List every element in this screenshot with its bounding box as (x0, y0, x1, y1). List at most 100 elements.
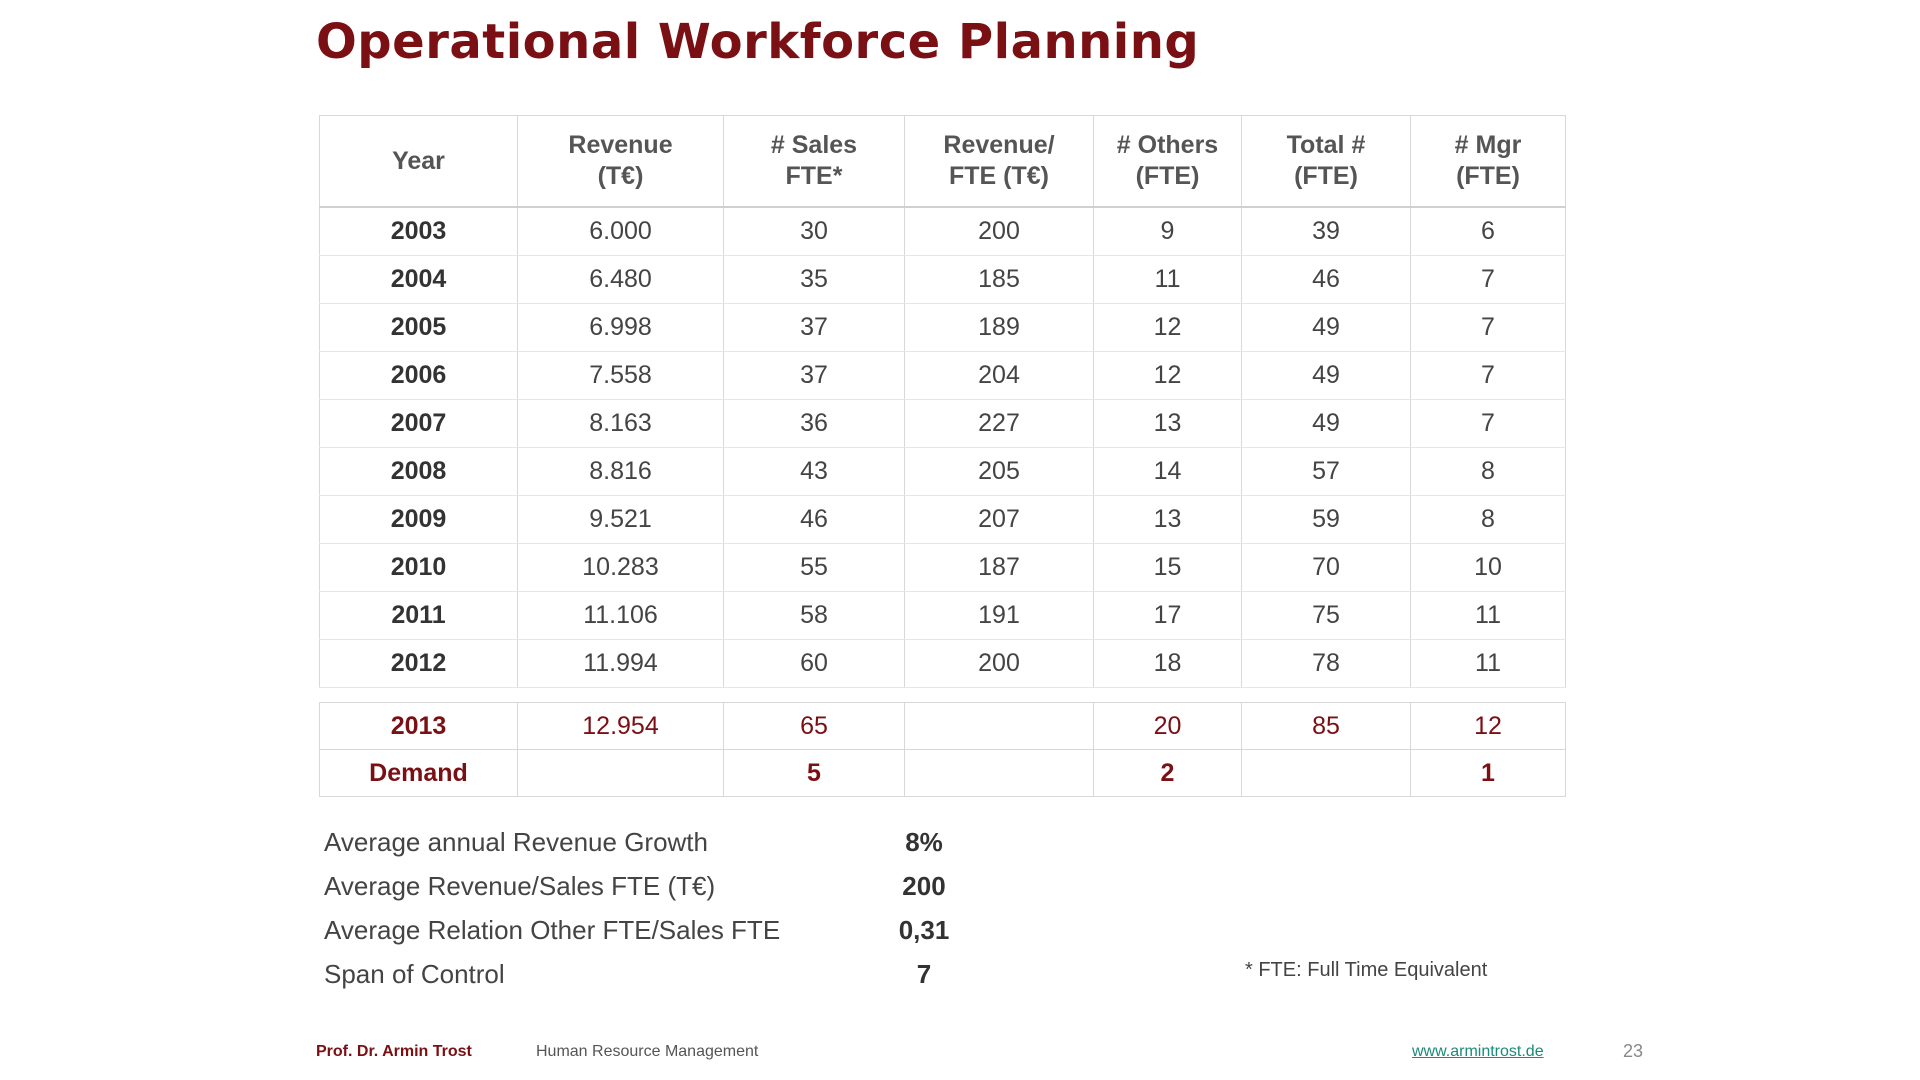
summary-row: Average Relation Other FTE/Sales FTE 0,31 (324, 908, 1044, 952)
footer-author: Prof. Dr. Armin Trost (316, 1043, 472, 1060)
table-cell: 30 (723, 207, 905, 256)
table-cell: 14 (1093, 447, 1242, 496)
table-cell: 8 (1410, 447, 1566, 496)
table-cell: 55 (723, 543, 905, 592)
table-row: 2005 6.998 37 189 12 49 7 (319, 303, 1566, 352)
historical-rows: 2003 6.000 30 200 9 39 6 2004 6.480 35 185 11 46 7 200… (319, 207, 1566, 688)
table-cell: 7 (1410, 255, 1566, 304)
table-spacer (319, 687, 1566, 703)
table-cell: 10.283 (517, 543, 724, 592)
column-header-others-fte: # Others (FTE) (1093, 115, 1242, 208)
table-cell: 1 (1410, 749, 1566, 797)
table-cell: 2 (1093, 749, 1242, 797)
table-cell: 187 (904, 543, 1094, 592)
table-row: 2010 10.283 55 187 15 70 10 (319, 543, 1566, 592)
column-header-sales-fte: # Sales FTE* (723, 115, 905, 208)
table-cell: 17 (1093, 591, 1242, 640)
summary-value: 0,31 (898, 914, 950, 945)
column-header-revenue: Revenue (T€) (517, 115, 724, 208)
table-row: 2011 11.106 58 191 17 75 11 (319, 591, 1566, 640)
table-cell (517, 749, 724, 797)
table-cell: 49 (1241, 351, 1411, 400)
table-cell: 20 (1093, 702, 1242, 750)
column-header-revenue-per-fte: Revenue/FTE (T€) (904, 115, 1094, 208)
table-cell: 2013 (319, 702, 518, 750)
column-header-total-fte: Total # (FTE) (1241, 115, 1411, 208)
table-cell: 11.994 (517, 639, 724, 688)
footer-course: Human Resource Management (536, 1043, 759, 1060)
table-cell: 6.998 (517, 303, 724, 352)
table-cell: 49 (1241, 399, 1411, 448)
table-cell: 2009 (319, 495, 518, 544)
table-cell: 8.816 (517, 447, 724, 496)
table-cell: 60 (723, 639, 905, 688)
footer-website-link[interactable]: www.armintrost.de (1412, 1043, 1544, 1060)
table-cell: 2010 (319, 543, 518, 592)
footnote: * FTE: Full Time Equivalent (1245, 959, 1488, 981)
summary-label: Average Relation Other FTE/Sales FTE (324, 914, 781, 945)
table-cell: 6.480 (517, 255, 724, 304)
table-cell: 11 (1410, 591, 1566, 640)
table-cell: 46 (1241, 255, 1411, 304)
table-cell: 11 (1410, 639, 1566, 688)
workforce-table: Year Revenue (T€) # Sales FTE* Revenue/FTE… (319, 115, 1566, 797)
summary-value: 7 (916, 958, 932, 989)
table-cell: 2007 (319, 399, 518, 448)
table-cell: 200 (904, 207, 1094, 256)
table-cell: 65 (723, 702, 905, 750)
table-cell: 70 (1241, 543, 1411, 592)
table-cell: 12 (1093, 303, 1242, 352)
table-cell: 8.163 (517, 399, 724, 448)
summary-row: Span of Control 7 (324, 952, 1044, 996)
table-cell: 204 (904, 351, 1094, 400)
table-cell: 200 (904, 639, 1094, 688)
table-cell: 59 (1241, 495, 1411, 544)
table-cell: 13 (1093, 495, 1242, 544)
table-cell: 191 (904, 591, 1094, 640)
table-cell: 13 (1093, 399, 1242, 448)
table-cell: 10 (1410, 543, 1566, 592)
table-row: 2004 6.480 35 185 11 46 7 (319, 255, 1566, 304)
page-title: Operational Workforce Planning (316, 14, 1200, 70)
table-cell: 2012 (319, 639, 518, 688)
table-cell: 185 (904, 255, 1094, 304)
table-cell (1241, 749, 1411, 797)
table-cell (904, 749, 1094, 797)
table-cell: Demand (319, 749, 518, 797)
table-row: 2012 11.994 60 200 18 78 11 (319, 639, 1566, 688)
table-cell: 5 (723, 749, 905, 797)
table-cell: 2011 (319, 591, 518, 640)
table-cell: 227 (904, 399, 1094, 448)
table-cell: 7 (1410, 399, 1566, 448)
summary-label: Average annual Revenue Growth (324, 826, 708, 857)
table-cell: 7.558 (517, 351, 724, 400)
table-cell: 2004 (319, 255, 518, 304)
summary-value: 200 (902, 870, 946, 901)
table-cell: 15 (1093, 543, 1242, 592)
forecast-rows: 2013 12.954 65 20 85 12 Demand 5 2 1 (319, 702, 1566, 797)
summary-row: Average Revenue/Sales FTE (T€) 200 (324, 864, 1044, 908)
table-cell: 11 (1093, 255, 1242, 304)
table-cell: 12 (1093, 351, 1242, 400)
column-header-mgr-fte: # Mgr (FTE) (1410, 115, 1566, 208)
summary-list: Average annual Revenue Growth 8% Average R… (324, 820, 1044, 996)
table-cell: 2005 (319, 303, 518, 352)
table-cell: 49 (1241, 303, 1411, 352)
table-cell: 12 (1410, 702, 1566, 750)
table-cell: 43 (723, 447, 905, 496)
table-cell: 78 (1241, 639, 1411, 688)
table-row: 2008 8.816 43 205 14 57 8 (319, 447, 1566, 496)
table-cell: 6.000 (517, 207, 724, 256)
table-cell: 189 (904, 303, 1094, 352)
table-cell: 37 (723, 351, 905, 400)
demand-row: Demand 5 2 1 (319, 749, 1566, 797)
summary-label: Average Revenue/Sales FTE (T€) (324, 870, 716, 901)
table-cell: 2006 (319, 351, 518, 400)
table-cell: 46 (723, 495, 905, 544)
table-cell: 37 (723, 303, 905, 352)
table-cell: 58 (723, 591, 905, 640)
forecast-row: 2013 12.954 65 20 85 12 (319, 702, 1566, 750)
table-cell: 35 (723, 255, 905, 304)
table-row: 2009 9.521 46 207 13 59 8 (319, 495, 1566, 544)
table-cell: 9.521 (517, 495, 724, 544)
